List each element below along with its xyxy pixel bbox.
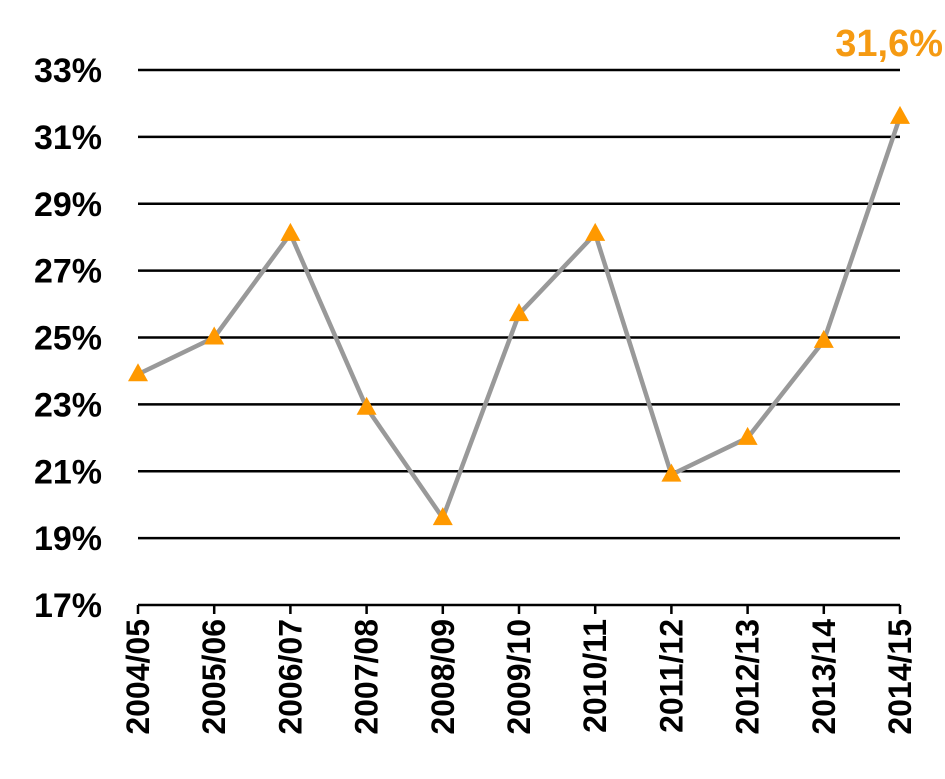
x-tick-label: 2005/06	[196, 619, 232, 735]
data-point-marker	[890, 105, 910, 124]
y-axis-ticks: 17% 19% 21% 23% 25% 27% 29% 31% 33%	[34, 52, 102, 625]
x-tick-label: 2013/14	[806, 619, 842, 735]
data-point-marker	[356, 396, 377, 415]
x-tick-label: 2012/13	[730, 619, 766, 735]
data-point-marker	[509, 303, 529, 322]
y-tick-label: 23%	[34, 386, 102, 424]
y-tick-label: 29%	[34, 186, 102, 224]
x-tick-label: 2006/07	[272, 619, 308, 735]
x-tick-label: 2011/12	[653, 619, 689, 733]
x-tick-label: 2008/09	[425, 619, 461, 735]
data-point-marker	[737, 426, 758, 445]
x-axis-ticks: 2004/05 2005/06 2006/07 2007/08 2008/09 2009/…	[120, 619, 918, 735]
data-point-marker	[432, 507, 453, 526]
x-tick-label: 2009/10	[501, 619, 537, 735]
x-tick-label: 2007/08	[349, 619, 385, 735]
y-tick-label: 33%	[34, 52, 102, 90]
series-markers	[128, 105, 910, 526]
x-axis	[136, 603, 902, 614]
data-point-marker	[204, 326, 225, 345]
y-tick-label: 21%	[34, 453, 102, 491]
data-label-last: 31,6%	[835, 23, 943, 65]
data-point-marker	[813, 329, 834, 348]
data-point-marker	[661, 463, 682, 482]
x-tick-label: 2010/11	[577, 619, 613, 733]
y-tick-label: 19%	[34, 520, 102, 558]
y-tick-label: 25%	[34, 320, 102, 358]
y-tick-label: 31%	[34, 119, 102, 157]
data-point-marker	[280, 222, 301, 241]
x-tick-label: 2004/05	[120, 619, 156, 735]
x-tick-label: 2014/15	[882, 619, 918, 735]
y-tick-label: 17%	[34, 587, 102, 625]
data-point-marker	[128, 363, 148, 382]
y-tick-label: 27%	[34, 253, 102, 291]
data-point-marker	[585, 222, 606, 241]
